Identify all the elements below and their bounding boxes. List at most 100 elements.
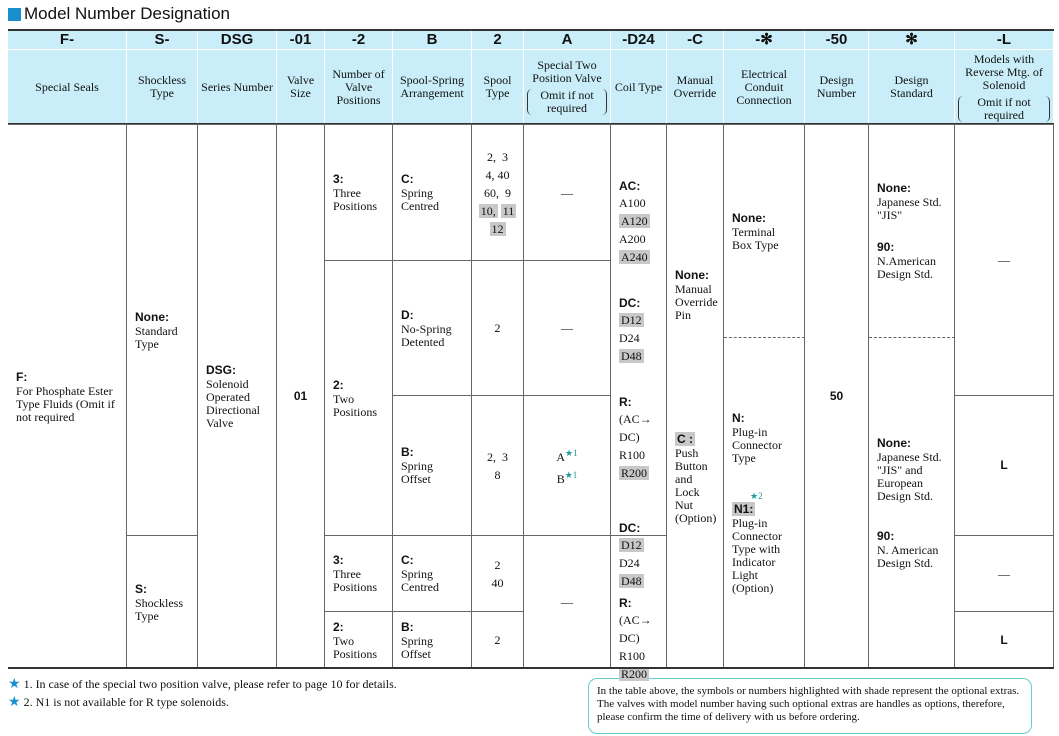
- cell-label: 90:: [877, 529, 895, 543]
- cell-line: D24: [619, 330, 640, 345]
- footnote-text: In case of the special two position valv…: [35, 677, 397, 691]
- cell-text: N.American Design Std.: [877, 254, 936, 281]
- cell-label: S:: [135, 581, 147, 596]
- table-cell: —: [524, 535, 611, 668]
- cell-line: R100: [619, 447, 646, 462]
- cell-part: 2 40: [492, 556, 504, 592]
- cell-line: 2: [494, 321, 501, 335]
- cell-text: Manual Override Pin: [675, 282, 718, 322]
- cell-line: 2: [494, 557, 501, 572]
- table-cell: 2: Two Positions: [325, 611, 393, 668]
- cell-label-row: N1:: [732, 502, 796, 517]
- cell-part: DC: D12 D24 D48: [619, 521, 658, 590]
- cell-part: None: Japanese Std. "JIS" and European De…: [877, 436, 946, 503]
- code: -01: [277, 30, 325, 49]
- cell-text: Terminal Box Type: [732, 224, 779, 252]
- cell-label: AC:: [619, 178, 641, 193]
- cell-line: DC): [619, 631, 640, 645]
- cell-line-row: R200: [619, 464, 658, 482]
- cell-line-row: 60, 9: [479, 184, 517, 202]
- cell-line: A100: [619, 195, 646, 210]
- cell-line: —: [998, 566, 1010, 581]
- column-header: Spool-Spring Arrangement: [393, 50, 472, 124]
- cell-part: 50: [830, 389, 843, 404]
- table-cell: B: Spring Offset: [393, 395, 472, 535]
- cell-label-row: None:: [675, 268, 715, 283]
- cell-line-row: 2: [495, 631, 501, 649]
- cell-label: None:: [675, 268, 709, 282]
- column-header: Manual Override: [667, 50, 724, 124]
- code: 2: [472, 30, 524, 49]
- footnote-number: 1.: [23, 677, 33, 691]
- cell-part: 90: N. American Design Std.: [877, 529, 946, 570]
- cell-line-row: 10, 11: [478, 202, 517, 220]
- cell-line-row: A240: [619, 248, 658, 266]
- header-label: Shockless Type: [138, 73, 186, 100]
- cell-label: C:: [401, 553, 414, 567]
- cell-label: DC:: [619, 521, 641, 535]
- cell-text: N. American Design Std.: [877, 543, 939, 570]
- cell-part: 2: Two Positions: [333, 620, 384, 661]
- cell-line: D48: [619, 348, 644, 363]
- footnote: ★ 2. N1 is not available for R type sole…: [8, 694, 229, 711]
- table-cell: L: [955, 611, 1054, 668]
- column-header: Electrical Conduit Connection: [724, 50, 805, 124]
- cell-label: 50: [829, 389, 844, 403]
- cell-part: C: Spring Centred: [401, 553, 463, 594]
- cell-line-row: DC): [619, 629, 658, 647]
- cell-line-row: 12: [479, 220, 517, 238]
- cell-label-row: D:: [401, 308, 463, 323]
- cell-line-row: B★1: [556, 466, 578, 488]
- cell-part: 3: Three Positions: [333, 172, 384, 213]
- cell-text: Japanese Std. "JIS": [877, 195, 942, 222]
- column-header: Special Seals: [8, 50, 127, 124]
- cell-part: S: Shockless Type: [135, 582, 189, 623]
- column-header: Valve Size: [277, 50, 325, 124]
- cell-text: Standard Type: [135, 323, 178, 351]
- header-note: Omit if not required: [527, 89, 607, 115]
- header-label: Valve Size: [286, 73, 315, 100]
- cell-label: R:: [619, 596, 632, 610]
- cell-part: L: [1000, 458, 1007, 473]
- cell-label-row: 2:: [333, 620, 384, 635]
- header-label: Spool-Spring Arrangement: [399, 73, 464, 100]
- cell-line: 2, 3: [487, 449, 508, 464]
- table-cell: 2 40: [472, 535, 524, 611]
- cell-label-row: None:: [135, 310, 189, 325]
- cell-text: Solenoid Operated Directional Valve: [206, 377, 260, 430]
- table-cell: 2: [472, 260, 524, 395]
- cell-part: C: Spring Centred: [401, 172, 463, 213]
- footnote: ★ 1. In case of the special two position…: [8, 676, 397, 693]
- cell-line: R200: [619, 465, 650, 480]
- cell-part: 2: [495, 319, 501, 337]
- table-cell: None: Terminal Box Type: [724, 124, 805, 337]
- cell-label-row: C:: [401, 553, 463, 568]
- cell-line-row: —: [561, 184, 573, 202]
- cell-part: F: For Phosphate Ester Type Fluids (Omit …: [16, 370, 118, 424]
- cell-label: F:: [16, 369, 28, 384]
- cell-part: —: [561, 593, 573, 611]
- cell-line: A120: [619, 213, 650, 228]
- cell-line-row: D12: [619, 536, 658, 554]
- cell-line-row: R100: [619, 446, 658, 464]
- cell-label-row: 90:: [877, 529, 946, 544]
- cell-part: None: Standard Type: [135, 310, 189, 351]
- cell-label-row: C :: [675, 432, 715, 447]
- cell-label-row: N:: [732, 411, 796, 426]
- cell-text: Plug-in Connector Type: [732, 425, 782, 465]
- cell-label-row: 50: [830, 389, 843, 404]
- cell-line-row: 2, 3: [487, 448, 508, 466]
- cell-part: D: No-Spring Detented: [401, 308, 463, 349]
- cell-label: None:: [877, 436, 911, 450]
- cell-line: D12: [619, 312, 644, 327]
- column-header: Design Standard: [869, 50, 955, 124]
- code: A: [524, 30, 611, 49]
- code: ✻: [869, 30, 955, 49]
- cell-line-row: D24: [619, 554, 658, 572]
- column-header: Number of Valve Positions: [325, 50, 393, 124]
- header-label: Design Standard: [890, 73, 933, 100]
- cell-part: None: Japanese Std. "JIS": [877, 181, 946, 222]
- cell-line-row: D24: [619, 329, 658, 347]
- code: -C: [667, 30, 724, 49]
- header-label: Design Number: [816, 73, 857, 100]
